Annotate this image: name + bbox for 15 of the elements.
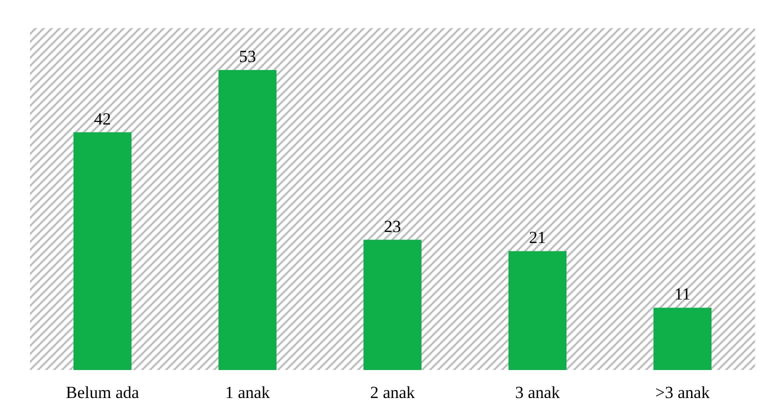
data-label: 42 <box>94 109 111 128</box>
x-tick-label: >3 anak <box>655 383 710 402</box>
x-tick-label: 3 anak <box>515 383 560 402</box>
x-tick-label: 2 anak <box>370 383 416 402</box>
data-label: 21 <box>529 228 546 248</box>
bar <box>364 240 422 370</box>
bar <box>218 70 276 370</box>
x-tick-label: 1 anak <box>225 383 270 402</box>
x-tick-label: Belum ada <box>66 383 140 402</box>
bar <box>74 132 132 370</box>
data-label: 11 <box>674 284 691 304</box>
bar <box>508 251 566 370</box>
data-label: 53 <box>239 47 256 66</box>
data-label: 23 <box>384 216 401 236</box>
bar <box>654 308 712 370</box>
